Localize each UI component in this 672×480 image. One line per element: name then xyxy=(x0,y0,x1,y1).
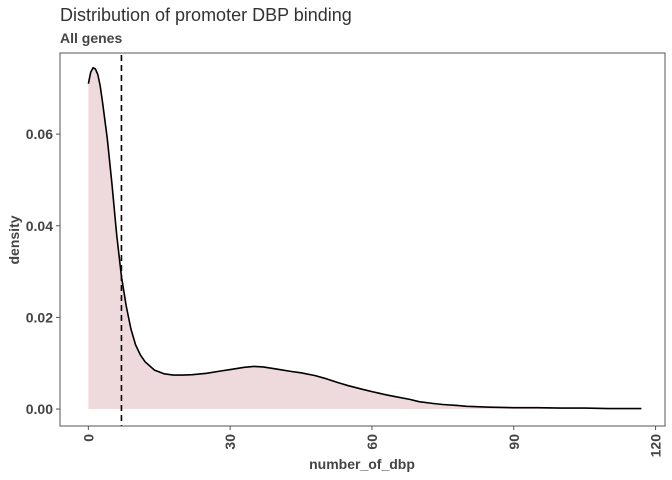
chart-title: Distribution of promoter DBP binding xyxy=(60,5,352,25)
y-tick-label: 0.06 xyxy=(26,126,53,142)
y-tick-label: 0.00 xyxy=(26,401,53,417)
x-tick-label: 0 xyxy=(80,434,96,442)
y-tick-label: 0.02 xyxy=(26,309,53,325)
y-axis: 0.00 0.02 0.04 0.06 xyxy=(26,126,60,417)
chart-subtitle: All genes xyxy=(60,30,122,46)
panel-border xyxy=(59,52,666,427)
x-tick-label: 60 xyxy=(364,434,380,450)
density-line xyxy=(87,66,642,410)
x-axis: 0 30 60 90 120 xyxy=(80,426,664,458)
x-axis-title: number_of_dbp xyxy=(309,456,415,472)
plot-area xyxy=(87,55,642,426)
x-tick-label: 90 xyxy=(506,434,522,450)
y-axis-title: density xyxy=(6,215,22,264)
density-area xyxy=(88,67,642,409)
x-tick-label: 30 xyxy=(222,434,238,450)
x-tick-label: 120 xyxy=(648,434,664,458)
y-tick-label: 0.04 xyxy=(26,218,53,234)
